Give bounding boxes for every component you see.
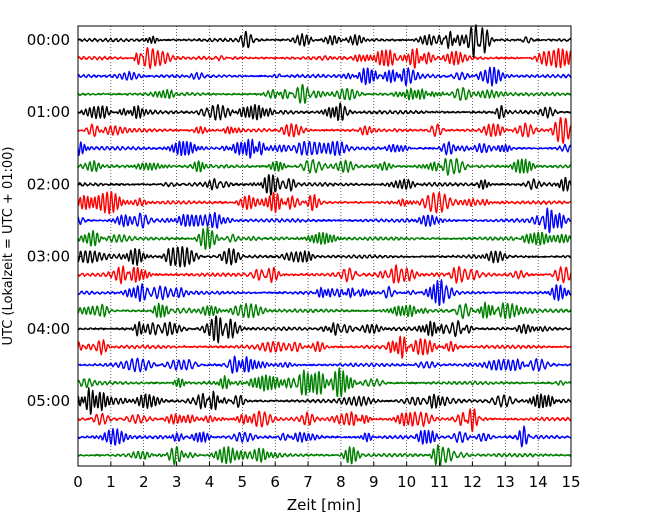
trace-13 [77,264,572,285]
trace-0 [77,24,572,59]
trace-16 [77,315,572,344]
trace-21 [77,408,572,433]
y-tick-label-02:00: 02:00 [27,175,70,193]
trace-3 [77,83,572,104]
x-tick-label-1: 1 [106,473,116,491]
x-tick-label-7: 7 [303,473,313,491]
trace-4 [77,102,572,121]
x-tick-label-3: 3 [172,473,182,491]
x-tick-label-5: 5 [238,473,248,491]
trace-1 [77,47,572,70]
trace-6 [77,138,572,159]
x-axis-label: Zeit [min] [287,496,361,514]
x-tick-label-6: 6 [270,473,280,491]
x-tick-label-12: 12 [463,473,482,491]
x-tick-label-10: 10 [397,473,416,491]
y-axis: 00:00 01:00 02:00 03:00 04:00 05:00 [27,31,82,410]
trace-8 [77,174,572,196]
y-tick-label-04:00: 04:00 [27,320,70,338]
x-tick-label-9: 9 [369,473,379,491]
trace-22 [77,425,572,448]
trace-23 [77,444,572,466]
trace-layer [77,24,572,466]
trace-7 [77,157,572,176]
trace-14 [77,279,572,306]
trace-18 [77,355,572,374]
trace-5 [77,117,572,144]
trace-9 [77,191,572,215]
x-tick-label-13: 13 [496,473,515,491]
x-tick-label-4: 4 [205,473,215,491]
x-tick-label-11: 11 [430,473,449,491]
trace-2 [77,66,572,87]
x-tick-label-2: 2 [139,473,149,491]
trace-12 [77,246,572,268]
trace-10 [77,207,572,234]
x-tick-label-0: 0 [73,473,83,491]
trace-19 [77,367,572,398]
y-axis-label: UTC (Lokalzeit = UTC + 01:00) [1,147,16,346]
x-tick-label-15: 15 [561,473,580,491]
trace-20 [77,387,572,415]
y-tick-label-01:00: 01:00 [27,103,70,121]
x-tick-label-14: 14 [529,473,548,491]
plot-frame [77,25,572,467]
y-tick-label-03:00: 03:00 [27,248,70,266]
x-tick-label-8: 8 [336,473,346,491]
x-axis: 0 1 2 3 4 5 6 7 8 9 10 11 12 13 14 15 [73,462,581,491]
y-tick-label-05:00: 05:00 [27,392,70,410]
y-tick-label-00:00: 00:00 [27,31,70,49]
trace-15 [77,301,572,320]
trace-11 [77,225,572,250]
trace-17 [77,335,572,359]
